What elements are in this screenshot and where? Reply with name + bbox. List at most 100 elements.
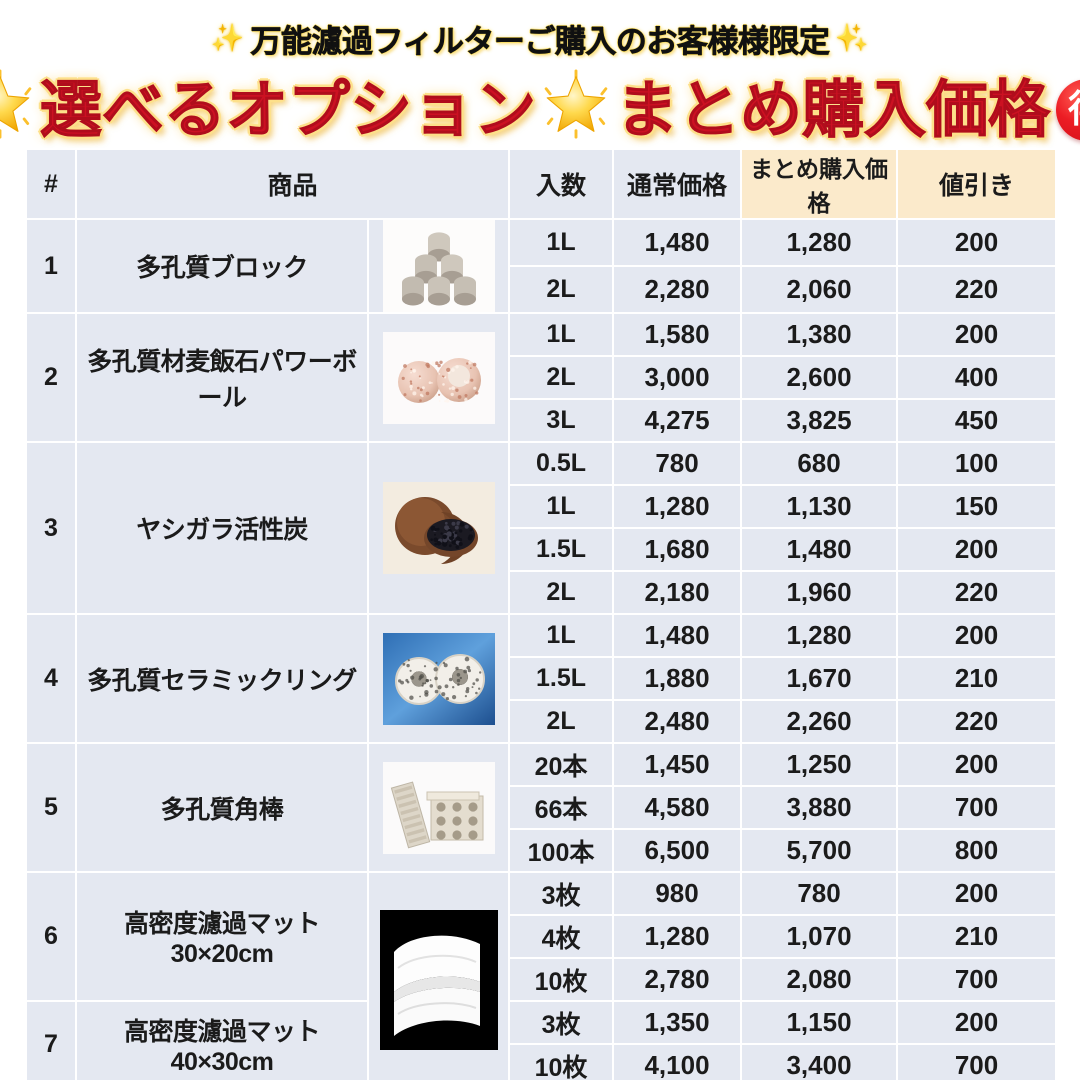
discount-value: 800	[897, 829, 1056, 872]
normal-price-value: 1,450	[613, 743, 741, 786]
row-index: 5	[26, 743, 76, 872]
subtitle-line: ✨ 万能濾過フィルターご購入のお客様様限定 ✨	[0, 14, 1080, 62]
row-index: 6	[26, 872, 76, 1001]
bulk-price-value: 1,960	[741, 571, 897, 614]
quantity-value: 10枚	[509, 1044, 613, 1080]
normal-price-value: 1,280	[613, 915, 741, 958]
bulk-price-value: 780	[741, 872, 897, 915]
quantity-value: 20本	[509, 743, 613, 786]
bulk-price-value: 2,060	[741, 266, 897, 313]
row-index: 7	[26, 1001, 76, 1080]
table-row: 4 多孔質セラミックリング 1L 1,480 1,280 200	[26, 614, 1056, 657]
discount-value: 700	[897, 958, 1056, 1001]
normal-price-value: 6,500	[613, 829, 741, 872]
bulk-price-value: 3,400	[741, 1044, 897, 1080]
quantity-value: 2L	[509, 700, 613, 743]
bakuhanseki-ball-thumb	[369, 332, 508, 424]
row-index: 3	[26, 442, 76, 614]
sparkle-icon-left: ✨	[211, 25, 245, 52]
discount-value: 220	[897, 571, 1056, 614]
promo-header: ✨ 万能濾過フィルターご購入のお客様様限定 ✨	[0, 0, 1080, 148]
product-image	[368, 872, 509, 1080]
title-text-primary: 選べるオプション	[40, 59, 536, 149]
discount-value: 400	[897, 356, 1056, 399]
bulk-price-value: 1,670	[741, 657, 897, 700]
product-name: ヤシガラ活性炭	[76, 442, 368, 614]
normal-price-value: 1,480	[613, 219, 741, 266]
toku-badge: 得	[1056, 79, 1080, 141]
bulk-price-value: 2,080	[741, 958, 897, 1001]
normal-price-value: 1,480	[613, 614, 741, 657]
bulk-price-value: 1,130	[741, 485, 897, 528]
normal-price-value: 1,280	[613, 485, 741, 528]
quantity-value: 1L	[509, 485, 613, 528]
product-name: 多孔質材麦飯石パワーボール	[76, 313, 368, 442]
discount-value: 700	[897, 1044, 1056, 1080]
product-name: 多孔質角棒	[76, 743, 368, 872]
table-row: 6 高密度濾過マット30×20cm 3枚 980 780 200	[26, 872, 1056, 915]
quantity-value: 4枚	[509, 915, 613, 958]
filter-mat-thumb	[369, 910, 508, 1050]
bulk-price-value: 1,480	[741, 528, 897, 571]
title-text-secondary: まとめ購入価格	[616, 59, 1050, 149]
product-name: 多孔質セラミックリング	[76, 614, 368, 743]
header-row: # 商品 入数 通常価格 まとめ購入価格 値引き	[26, 149, 1056, 219]
bulk-price-value: 1,380	[741, 313, 897, 356]
discount-value: 700	[897, 786, 1056, 829]
table-row: 5 多孔質角棒 20本 1,450 1,250 200	[26, 743, 1056, 786]
normal-price-value: 1,880	[613, 657, 741, 700]
normal-price-value: 780	[613, 442, 741, 485]
quantity-value: 10枚	[509, 958, 613, 1001]
product-name: 高密度濾過マット30×20cm	[76, 872, 368, 1001]
quantity-value: 2L	[509, 266, 613, 313]
bulk-price-value: 680	[741, 442, 897, 485]
quantity-value: 3枚	[509, 872, 613, 915]
coconut-charcoal-thumb	[369, 482, 508, 574]
quantity-value: 1L	[509, 614, 613, 657]
header-discount: 値引き	[897, 149, 1056, 219]
normal-price-value: 2,480	[613, 700, 741, 743]
bulk-price-value: 5,700	[741, 829, 897, 872]
header-bulk-price: まとめ購入価格	[741, 149, 897, 219]
normal-price-value: 2,280	[613, 266, 741, 313]
table-row: 1 多孔質ブロック 1L 1,480 1,280 200	[26, 219, 1056, 266]
sparkle-icon-right: ✨	[835, 25, 869, 52]
porous-block-thumb	[369, 220, 508, 312]
normal-price-value: 2,780	[613, 958, 741, 1001]
star-icon-middle	[540, 68, 612, 140]
subtitle-text: 万能濾過フィルターご購入のお客様様限定	[251, 16, 830, 61]
title-line: 選べるオプション	[0, 60, 1080, 148]
table-header: # 商品 入数 通常価格 まとめ購入価格 値引き	[26, 149, 1056, 219]
normal-price-value: 4,100	[613, 1044, 741, 1080]
normal-price-value: 3,000	[613, 356, 741, 399]
product-name: 多孔質ブロック	[76, 219, 368, 313]
square-bar-thumb	[369, 762, 508, 854]
table-body: 1 多孔質ブロック 1L 1,480 1,280 200 2L 2,280 2,060 220 2 多…	[26, 219, 1056, 1080]
bulk-price-value: 3,880	[741, 786, 897, 829]
bulk-price-value: 1,070	[741, 915, 897, 958]
quantity-value: 1.5L	[509, 528, 613, 571]
table-row: 2 多孔質材麦飯石パワーボール 1L 1,580 1,380 200	[26, 313, 1056, 356]
header-quantity: 入数	[509, 149, 613, 219]
quantity-value: 1.5L	[509, 657, 613, 700]
normal-price-value: 980	[613, 872, 741, 915]
discount-value: 150	[897, 485, 1056, 528]
quantity-value: 100本	[509, 829, 613, 872]
discount-value: 200	[897, 1001, 1056, 1044]
quantity-value: 1L	[509, 219, 613, 266]
normal-price-value: 1,680	[613, 528, 741, 571]
normal-price-value: 4,275	[613, 399, 741, 442]
discount-value: 450	[897, 399, 1056, 442]
product-image	[368, 743, 509, 872]
table-row: 3 ヤシガラ活性炭 0.5L 780 680 100	[26, 442, 1056, 485]
bulk-price-value: 3,825	[741, 399, 897, 442]
normal-price-value: 1,580	[613, 313, 741, 356]
product-name: 高密度濾過マット40×30cm	[76, 1001, 368, 1080]
bulk-price-value: 1,250	[741, 743, 897, 786]
quantity-value: 3L	[509, 399, 613, 442]
row-index: 4	[26, 614, 76, 743]
table-row: 7 高密度濾過マット40×30cm 3枚 1,350 1,150 200	[26, 1001, 1056, 1044]
header-index: #	[26, 149, 76, 219]
discount-value: 220	[897, 266, 1056, 313]
discount-value: 200	[897, 743, 1056, 786]
